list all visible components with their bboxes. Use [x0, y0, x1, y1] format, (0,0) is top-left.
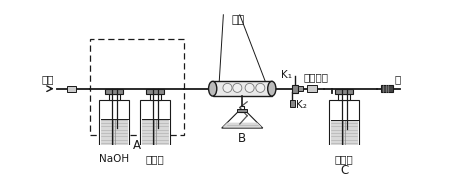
Bar [338, 94, 350, 100]
Text: 棉花: 棉花 [231, 15, 245, 25]
Text: B: B [238, 132, 246, 145]
Bar [330, 120, 358, 148]
Circle shape [245, 83, 254, 92]
Text: 开关活塞: 开关活塞 [303, 72, 328, 82]
Bar [147, 89, 164, 94]
Bar [213, 81, 272, 96]
Ellipse shape [209, 81, 217, 96]
Text: 研: 研 [395, 74, 401, 84]
Bar [240, 106, 244, 112]
Bar [142, 119, 169, 148]
Text: C: C [340, 164, 348, 176]
Text: 浓硫酸: 浓硫酸 [335, 154, 353, 164]
Text: 浓硫酸: 浓硫酸 [146, 154, 165, 164]
Text: A: A [133, 139, 141, 152]
Text: 空气: 空气 [42, 74, 54, 84]
Bar [105, 89, 123, 94]
Bar [101, 119, 128, 148]
Bar [290, 100, 295, 107]
Polygon shape [223, 123, 262, 127]
Bar [381, 85, 392, 92]
Bar [329, 100, 359, 149]
Bar [99, 100, 129, 149]
Circle shape [256, 83, 265, 92]
Bar [237, 109, 247, 112]
Bar [68, 86, 76, 92]
Ellipse shape [268, 81, 276, 96]
Circle shape [233, 83, 242, 92]
Bar [140, 100, 170, 149]
Text: K₂: K₂ [297, 100, 307, 110]
Bar [307, 85, 317, 92]
Bar [108, 94, 120, 100]
Bar [149, 94, 161, 100]
Bar [298, 86, 303, 91]
Text: NaOH: NaOH [99, 154, 129, 164]
Bar [90, 39, 184, 135]
Circle shape [223, 83, 232, 92]
Bar [292, 85, 298, 93]
Bar [335, 89, 353, 94]
Polygon shape [222, 112, 263, 128]
Text: K₁: K₁ [280, 70, 292, 80]
